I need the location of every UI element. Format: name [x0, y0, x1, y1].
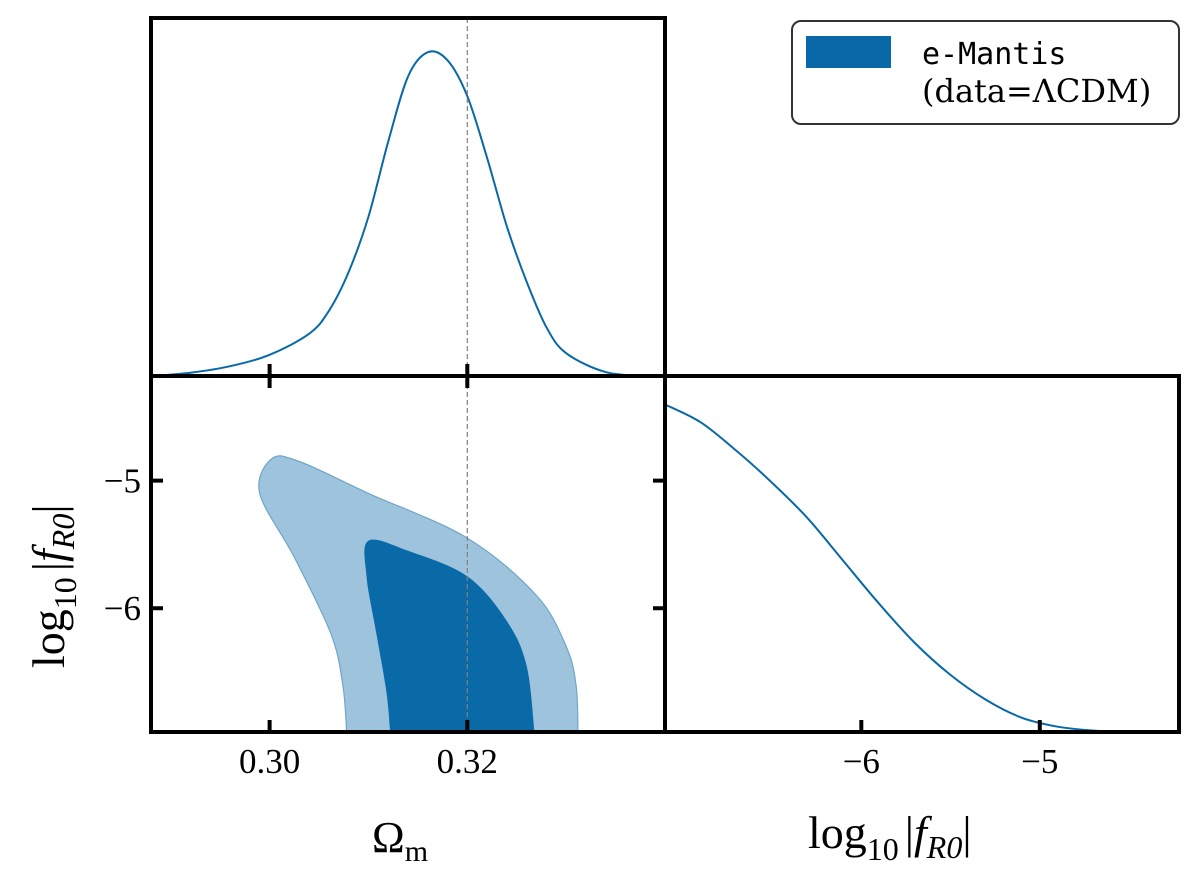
fr0-ylabel-prefix: log: [23, 609, 74, 668]
legend-label-line1: e-Mantis: [922, 37, 1067, 72]
omega-label-base: Ω: [372, 813, 405, 862]
panel-omega-marginal: [149, 16, 667, 378]
omega-label-sub: m: [405, 835, 428, 868]
panel-joint-contour: [149, 374, 667, 734]
fr0-ylabel-sub: R0: [45, 514, 81, 551]
fr0-xtick-label-1: −5: [1021, 742, 1058, 781]
omega-marginal-curve: [150, 50, 646, 377]
legend: e-Mantis (data=ΛCDM): [791, 20, 1180, 125]
legend-swatch: [806, 36, 891, 68]
panel-fr0-marginal-frame: [663, 374, 1181, 734]
fr0-ylabel-bar-right: |: [23, 504, 74, 513]
panel-omega-marginal-frame: [149, 16, 667, 378]
y-axis-label-fr0: log10|fR0|: [23, 504, 83, 668]
fr0-ytick-label-0: −6: [104, 589, 141, 628]
fr0-label-sub: R0: [926, 829, 963, 865]
fr0-ytick-label-1: −5: [104, 462, 141, 501]
fr0-marginal-curve: [664, 403, 1130, 733]
x-axis-label-omega: Ωm: [372, 813, 428, 868]
fr0-label-bar-right: |: [962, 807, 971, 858]
legend-label-line2: (data=ΛCDM): [922, 72, 1151, 110]
fr0-label-prefix: log: [808, 807, 867, 858]
fr0-label-base-sub: 10: [867, 831, 899, 867]
omega-tick-label-0: 0.30: [239, 742, 300, 781]
fr0-xtick-label-0: −6: [843, 742, 880, 781]
fr0-ylabel-bar-left: |: [23, 562, 74, 571]
fr0-label-bar-left: |: [905, 807, 914, 858]
contour-1sigma: [364, 539, 535, 732]
fr0-ylabel-base-sub: 10: [47, 577, 83, 609]
panel-fr0-marginal: [663, 374, 1181, 734]
x-axis-label-fr0: log10 |fR0|: [808, 807, 972, 867]
omega-tick-label-1: 0.32: [437, 742, 498, 781]
